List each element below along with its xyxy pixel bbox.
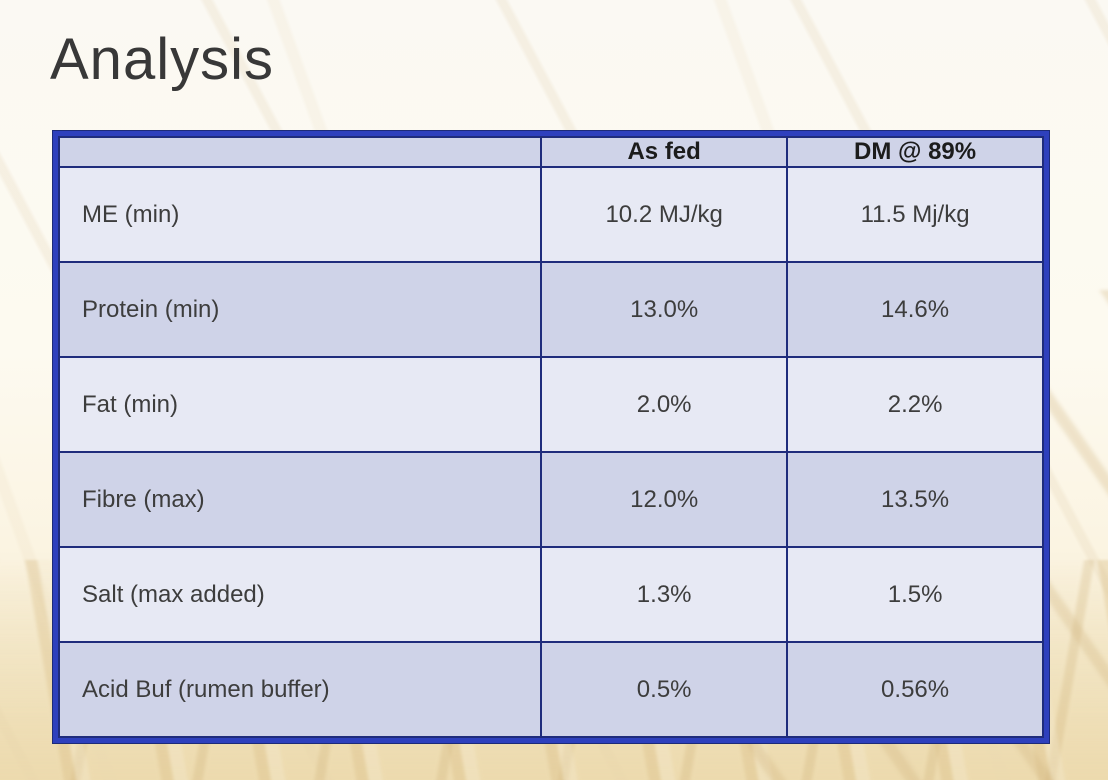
row-label: Salt (max added) (57, 546, 543, 643)
row-as-fed-value: 2.0% (540, 356, 789, 453)
header-as-fed: As fed (540, 136, 789, 168)
table-row: Acid Buf (rumen buffer) 0.5% 0.56% (57, 641, 1044, 738)
table-row: ME (min) 10.2 MJ/kg 11.5 Mj/kg (57, 166, 1044, 263)
table-row: Fibre (max) 12.0% 13.5% (57, 451, 1044, 548)
table-header-row: As fed DM @ 89% (57, 136, 1044, 168)
table-row: Protein (min) 13.0% 14.6% (57, 261, 1044, 358)
table-row: Salt (max added) 1.3% 1.5% (57, 546, 1044, 643)
row-as-fed-value: 1.3% (540, 546, 789, 643)
row-label: Acid Buf (rumen buffer) (57, 641, 543, 738)
row-label: Fat (min) (57, 356, 543, 453)
table-row: Fat (min) 2.0% 2.2% (57, 356, 1044, 453)
row-dm-value: 2.2% (786, 356, 1044, 453)
row-as-fed-value: 0.5% (540, 641, 789, 738)
analysis-table: As fed DM @ 89% ME (min) 10.2 MJ/kg 11.5… (52, 130, 1050, 744)
row-dm-value: 13.5% (786, 451, 1044, 548)
row-dm-value: 14.6% (786, 261, 1044, 358)
row-as-fed-value: 10.2 MJ/kg (540, 166, 789, 263)
page-title: Analysis (50, 27, 274, 92)
row-dm-value: 11.5 Mj/kg (786, 166, 1044, 263)
row-label: Fibre (max) (57, 451, 543, 548)
row-label: Protein (min) (57, 261, 543, 358)
header-empty-cell (57, 136, 543, 168)
row-dm-value: 0.56% (786, 641, 1044, 738)
row-as-fed-value: 13.0% (540, 261, 789, 358)
row-label: ME (min) (57, 166, 543, 263)
header-dm-89: DM @ 89% (786, 136, 1044, 168)
row-as-fed-value: 12.0% (540, 451, 789, 548)
row-dm-value: 1.5% (786, 546, 1044, 643)
